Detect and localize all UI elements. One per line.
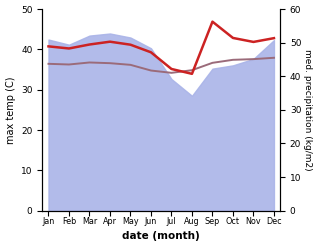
X-axis label: date (month): date (month) — [122, 231, 200, 242]
Y-axis label: med. precipitation (kg/m2): med. precipitation (kg/m2) — [303, 49, 313, 171]
Y-axis label: max temp (C): max temp (C) — [5, 76, 16, 144]
